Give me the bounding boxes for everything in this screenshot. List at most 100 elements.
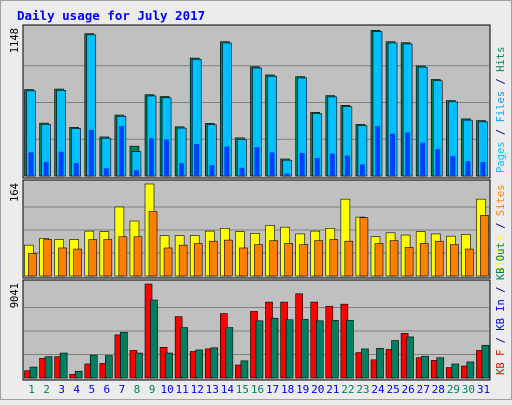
axis-label-part: Files <box>495 91 507 123</box>
bar-kb-out <box>240 360 249 379</box>
bar-sites <box>465 248 474 277</box>
bar-pages <box>149 138 155 176</box>
bar-kb-out <box>451 363 460 379</box>
bar-pages <box>133 170 139 176</box>
bar-sites <box>73 248 82 277</box>
bar-pages <box>58 151 64 176</box>
bar-pages <box>269 152 275 176</box>
bar-kb-out <box>361 348 369 379</box>
bar-pages <box>329 153 335 176</box>
bar-sites <box>419 243 429 277</box>
bar-sites <box>178 244 188 277</box>
panel-axis-label: KB F / KB In / KB Out <box>495 242 507 375</box>
bar-sites <box>193 243 203 277</box>
bar-kb-out <box>346 319 354 379</box>
bar-pages <box>224 146 230 176</box>
bar-sites <box>239 247 248 277</box>
panel-axis-label: Pages / Files / Hits <box>495 47 507 173</box>
bar-sites <box>103 239 113 277</box>
bar-sites <box>224 239 233 277</box>
day-label: 31 <box>477 383 490 396</box>
bar-pages <box>299 152 305 176</box>
axis-label-part: KB Out <box>495 242 507 280</box>
bar-sites <box>434 240 444 277</box>
bar-kb-out <box>270 317 279 379</box>
bar-pages <box>284 173 290 176</box>
day-label: 11 <box>176 383 189 396</box>
axis-label-part: Hits <box>495 47 507 72</box>
day-label: 18 <box>281 383 294 396</box>
day-label: 9 <box>149 383 156 396</box>
day-label: 30 <box>462 383 475 396</box>
bar-pages <box>405 132 411 176</box>
axis-label-part: Sites <box>495 184 507 216</box>
day-label: 1 <box>28 383 35 396</box>
bar-kb-out <box>180 327 188 379</box>
day-label: 5 <box>88 383 95 396</box>
chart-title: Daily usage for July 2017 <box>17 8 205 23</box>
bar-pages <box>254 147 260 176</box>
axis-label-part: / <box>495 216 507 235</box>
axis-label-part: Pages <box>495 141 507 173</box>
bar-kb-out <box>315 320 324 379</box>
day-label: 20 <box>311 383 324 396</box>
day-label: 6 <box>104 383 111 396</box>
bar-sites <box>148 211 158 277</box>
bar-kb-out <box>195 349 204 379</box>
bar-pages <box>164 139 170 176</box>
bar-sites <box>389 240 399 277</box>
day-label: 27 <box>417 383 430 396</box>
x-axis-day-labels: 1 2 3 4 5 6 7 8 9 10 11 12 13 14 15 16 17 18 19 20 21 22 23 24 2… <box>28 383 490 396</box>
bar-pages <box>374 126 380 176</box>
axis-label-part: / <box>495 331 507 350</box>
bar-kb-out <box>29 366 38 379</box>
bar-sites <box>254 244 263 277</box>
bar-sites <box>208 240 218 277</box>
bar-kb-out <box>406 336 414 379</box>
bar-pages <box>344 155 350 176</box>
bar-kb-out <box>135 352 143 379</box>
day-label: 25 <box>386 383 399 396</box>
panel-max-label: 1148 <box>9 28 21 53</box>
bar-sites <box>359 217 369 277</box>
day-label: 16 <box>251 383 264 396</box>
panel-3: 9041 KB F / KB In / KB Out <box>9 242 507 381</box>
bar-pages <box>239 167 245 176</box>
bar-kb-out <box>105 355 113 379</box>
bar-pages <box>88 129 94 176</box>
bar-kb-out <box>165 352 173 379</box>
bar-sites <box>404 247 414 277</box>
bar-kb-out <box>421 355 429 379</box>
bar-sites <box>314 240 324 277</box>
bar-pages <box>465 161 471 176</box>
day-label: 3 <box>58 383 65 396</box>
bar-pages <box>43 161 49 176</box>
bar-sites <box>299 244 308 277</box>
day-label: 17 <box>266 383 279 396</box>
axis-label-part: Visits <box>495 235 507 273</box>
axis-label-part: / <box>495 72 507 91</box>
day-label: 28 <box>432 383 445 396</box>
day-label: 21 <box>326 383 339 396</box>
panel-axis-label: Visits / Sites <box>495 184 507 273</box>
bar-pages <box>450 156 456 176</box>
bar-pages <box>28 152 34 176</box>
bar-kb-out <box>300 318 309 379</box>
bar-kb-out <box>481 344 490 379</box>
axis-label-part: / <box>495 122 507 141</box>
day-label: 13 <box>206 383 219 396</box>
bar-sites <box>329 239 339 277</box>
bar-sites <box>58 247 67 277</box>
day-label: 15 <box>236 383 249 396</box>
day-label: 26 <box>402 383 415 396</box>
bar-kb-out <box>255 320 264 379</box>
bar-kb-out <box>391 340 399 379</box>
day-label: 4 <box>73 383 80 396</box>
bar-sites <box>118 236 128 277</box>
bar-kb-out <box>210 347 219 379</box>
panel-max-label: 164 <box>9 183 21 202</box>
bar-kb-out <box>436 357 445 379</box>
day-label: 22 <box>341 383 354 396</box>
day-label: 2 <box>43 383 50 396</box>
